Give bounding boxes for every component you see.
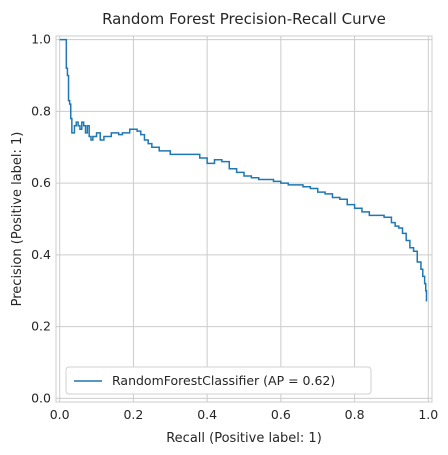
y-tick-label: 0.0 (31, 390, 51, 405)
x-tick-label: 0.0 (50, 407, 70, 422)
x-tick-label: 0.4 (197, 407, 217, 422)
y-tick-label: 0.4 (31, 247, 51, 262)
plot-area-background (56, 36, 432, 402)
x-tick-label: 0.6 (271, 407, 291, 422)
y-tick-labels: 0.0 0.2 0.4 0.6 0.8 1.0 (31, 32, 51, 406)
x-axis-label: Recall (Positive label: 1) (166, 431, 322, 446)
x-gridlines (59, 36, 429, 402)
legend-label: RandomForestClassifier (AP = 0.62) (112, 373, 335, 388)
y-gridlines (56, 39, 432, 399)
series-line (59, 38, 428, 302)
plot-frame (55, 35, 433, 403)
x-tick-label: 0.8 (345, 407, 365, 422)
legend-box (65, 366, 372, 395)
x-tick-labels: 0.0 0.2 0.4 0.6 0.8 1.0 (50, 407, 439, 422)
y-axis-label: Precision (Positive label: 1) (10, 132, 25, 307)
chart-title: Random Forest Precision-Recall Curve (102, 10, 386, 28)
x-tick-label: 1.0 (418, 407, 438, 422)
y-tick-label: 1.0 (31, 32, 51, 47)
x-tick-label: 0.2 (123, 407, 143, 422)
series-group (59, 38, 428, 302)
y-tick-label: 0.6 (31, 175, 51, 190)
legend: RandomForestClassifier (AP = 0.62) (65, 366, 372, 395)
y-tick-label: 0.2 (31, 319, 51, 334)
y-tick-label: 0.8 (31, 103, 51, 118)
